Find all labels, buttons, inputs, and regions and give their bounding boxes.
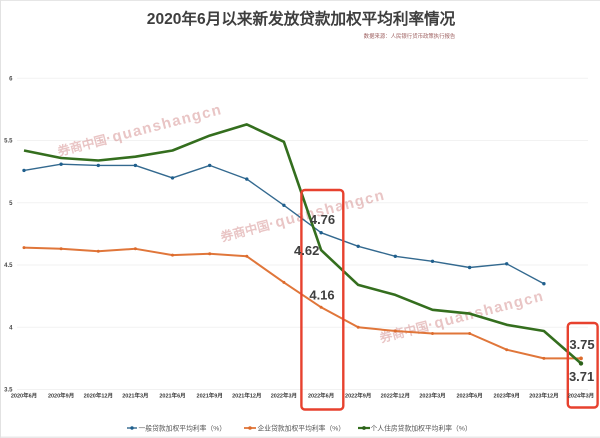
svg-text:2024年3月: 2024年3月 xyxy=(568,392,594,400)
svg-text:2023年9月: 2023年9月 xyxy=(494,392,520,400)
svg-text:2020年9月: 2020年9月 xyxy=(48,392,74,400)
svg-text:4.76: 4.76 xyxy=(310,212,335,227)
svg-text:6: 6 xyxy=(9,77,13,83)
svg-text:4.16: 4.16 xyxy=(309,287,334,302)
svg-text:2022年3月: 2022年3月 xyxy=(271,392,297,400)
svg-text:2023年12月: 2023年12月 xyxy=(529,392,558,400)
svg-text:2021年6月: 2021年6月 xyxy=(159,392,185,400)
svg-text:3.5: 3.5 xyxy=(4,388,13,394)
svg-text:企业贷款加权平均利率（%）: 企业贷款加权平均利率（%） xyxy=(258,424,346,433)
svg-text:2021年3月: 2021年3月 xyxy=(122,392,148,400)
svg-text:2021年12月: 2021年12月 xyxy=(232,392,261,400)
svg-text:数据来源：人民银行货币政策执行报告: 数据来源：人民银行货币政策执行报告 xyxy=(364,32,456,40)
svg-text:5: 5 xyxy=(9,201,13,207)
svg-text:2020年12月: 2020年12月 xyxy=(84,392,113,400)
svg-text:2022年6月: 2022年6月 xyxy=(308,392,334,400)
svg-text:2022年12月: 2022年12月 xyxy=(381,392,410,400)
svg-text:5.5: 5.5 xyxy=(4,139,13,145)
svg-text:2021年9月: 2021年9月 xyxy=(197,392,223,400)
svg-text:4.62: 4.62 xyxy=(294,243,319,258)
svg-text:券商中国·quanshangcn: 券商中国·quanshangcn xyxy=(55,101,224,160)
svg-text:一般贷款加权平均利率（%）: 一般贷款加权平均利率（%） xyxy=(139,424,227,433)
svg-text:3.75: 3.75 xyxy=(569,337,594,352)
svg-text:4.5: 4.5 xyxy=(4,263,13,269)
svg-text:2020年6月: 2020年6月 xyxy=(11,392,37,400)
svg-text:个人住房贷款加权平均利率（%）: 个人住房贷款加权平均利率（%） xyxy=(371,424,472,433)
svg-text:2023年6月: 2023年6月 xyxy=(456,392,482,400)
svg-text:4: 4 xyxy=(9,325,13,331)
svg-text:2020年6月以来新发放贷款加权平均利率情况: 2020年6月以来新发放贷款加权平均利率情况 xyxy=(147,9,456,28)
svg-text:3.71: 3.71 xyxy=(569,369,594,384)
svg-text:2023年3月: 2023年3月 xyxy=(419,392,445,400)
svg-text:2022年9月: 2022年9月 xyxy=(345,392,371,400)
